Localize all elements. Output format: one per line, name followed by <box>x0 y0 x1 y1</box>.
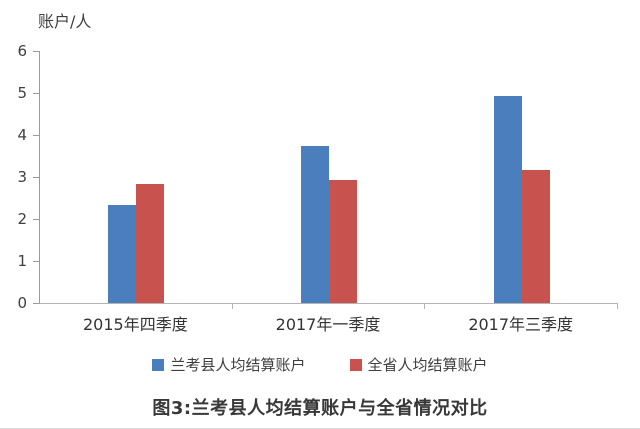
x-axis-labels: 2015年四季度 2017年一季度 2017年三季度 <box>39 311 617 335</box>
y-tick-label: 5 <box>17 84 27 102</box>
y-tick-mark <box>33 135 39 136</box>
x-axis-category-label: 2015年四季度 <box>82 315 188 334</box>
y-tick-label: 2 <box>17 210 27 228</box>
bar-series-2 <box>136 184 165 303</box>
legend-item: 全省人均结算账户 <box>349 354 488 375</box>
bar-groups <box>40 51 618 303</box>
bar-series-1 <box>301 146 329 303</box>
x-axis-category-label: 2017年三季度 <box>468 315 574 334</box>
legend: 兰考县人均结算账户 全省人均结算账户 <box>0 354 640 375</box>
bar-series-2 <box>521 170 550 303</box>
legend-item: 兰考县人均结算账户 <box>152 354 306 375</box>
y-tick-label: 1 <box>17 252 27 270</box>
x-tick-mark <box>424 304 426 309</box>
x-axis-ticks <box>39 304 618 310</box>
y-tick-mark <box>33 219 39 220</box>
y-tick-mark <box>33 93 39 94</box>
y-tick-label: 4 <box>17 126 27 144</box>
y-tick-mark <box>33 177 39 178</box>
legend-swatch-series-1 <box>152 358 165 371</box>
x-tick-mark <box>231 304 233 309</box>
figure-caption: 图3:兰考县人均结算账户与全省情况对比 <box>152 398 488 419</box>
bar-series-1 <box>108 205 137 303</box>
y-tick-label: 3 <box>17 168 27 186</box>
y-tick-mark <box>33 261 39 262</box>
y-axis: 0 1 2 3 4 5 6 <box>0 42 39 312</box>
x-tick-mark <box>617 304 618 309</box>
y-axis-title: 账户/人 <box>38 12 92 31</box>
y-tick-label: 0 <box>17 294 27 312</box>
plot-area <box>39 51 618 304</box>
y-tick-mark <box>33 51 39 52</box>
legend-swatch-series-2 <box>349 358 362 371</box>
bar-group <box>425 51 618 303</box>
bar-group <box>40 51 233 303</box>
bar-series-2 <box>329 180 357 303</box>
bar-group <box>233 51 426 303</box>
x-axis-category-label: 2017年一季度 <box>275 315 381 334</box>
bar-series-1 <box>493 96 522 303</box>
legend-label: 全省人均结算账户 <box>367 356 488 374</box>
legend-label: 兰考县人均结算账户 <box>170 356 306 374</box>
y-tick-mark <box>33 303 39 304</box>
y-tick-label: 6 <box>17 42 27 60</box>
